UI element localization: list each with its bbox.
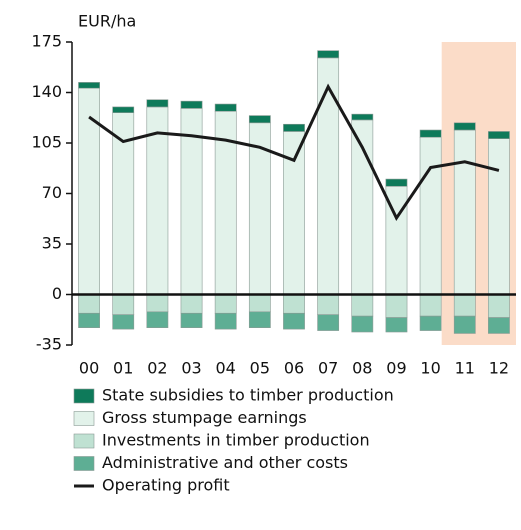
x-tick-label: 02 (147, 359, 167, 378)
x-tick-label: 09 (386, 359, 406, 378)
bar-segment (488, 294, 510, 318)
bar-segment (317, 50, 340, 59)
bar-segment (248, 294, 271, 313)
bar-segment (488, 138, 510, 295)
x-tick-label: 06 (284, 359, 304, 378)
y-tick-label: 70 (42, 183, 62, 202)
bar-segment (351, 113, 374, 121)
y-axis-label: EUR/ha (78, 12, 136, 31)
bar-segment (214, 312, 237, 330)
line-series (88, 83, 500, 222)
legend-label: Administrative and other costs (102, 453, 348, 472)
bar-segment (78, 312, 100, 328)
bar-segment (283, 312, 305, 330)
bar-segment (385, 294, 408, 318)
bar-segment (112, 314, 135, 330)
bar-segment (146, 99, 169, 108)
bar-segment (283, 294, 305, 314)
bar-segment (78, 87, 100, 295)
bar-segment (317, 314, 340, 331)
x-tick-label: 01 (113, 359, 133, 378)
legend-label: Gross stumpage earnings (102, 408, 307, 427)
bar-segment (180, 294, 203, 314)
bar-segment (214, 103, 237, 112)
legend-label: Operating profit (102, 476, 230, 495)
bar-segment (146, 311, 169, 328)
bar-segment (453, 315, 476, 334)
y-tick-label: 140 (31, 82, 62, 101)
x-tick-label: 07 (318, 359, 338, 378)
bar-segment (453, 294, 476, 317)
y-tick-label: 175 (31, 32, 62, 51)
x-tick-label: 05 (250, 359, 270, 378)
bar-segment (419, 294, 442, 317)
legend-swatch (73, 456, 95, 471)
bar-segment (112, 294, 135, 316)
legend-swatch (73, 411, 95, 426)
x-tick-label: 08 (352, 359, 372, 378)
bar-segment (146, 294, 169, 313)
x-tick-label: 03 (181, 359, 201, 378)
y-tick-label: 105 (31, 133, 62, 152)
bar-segment (351, 315, 374, 333)
bar-segment (488, 317, 510, 334)
bar-segment (385, 178, 408, 187)
bar-segment (283, 123, 305, 132)
y-tick-label: 35 (42, 234, 62, 253)
bar-segment (385, 317, 408, 333)
bar-segment (488, 131, 510, 139)
x-tick-label: 12 (489, 359, 509, 378)
bar-segment (180, 312, 203, 328)
legend-swatch (73, 433, 95, 449)
bar-segment (453, 129, 476, 295)
bar-segment (248, 311, 271, 328)
bar-segment (112, 106, 135, 114)
y-tick-label: -35 (36, 335, 62, 354)
bar-segment (180, 100, 203, 109)
x-tick-label: 04 (216, 359, 236, 378)
legend-swatch (73, 388, 95, 404)
x-tick-label: 00 (79, 359, 99, 378)
bar-segment (453, 122, 476, 131)
bar-segment (78, 82, 100, 89)
bar-segment (317, 57, 340, 295)
bar-segment (248, 115, 271, 124)
bar-segment (419, 315, 442, 331)
y-tick-label: 0 (52, 284, 62, 303)
bar-segment (419, 129, 442, 138)
x-tick-label: 10 (420, 359, 440, 378)
bar-segment (419, 136, 442, 295)
bar-segment (78, 294, 100, 314)
x-tick-label: 11 (455, 359, 475, 378)
legend-label: Investments in timber production (102, 431, 370, 450)
legend-label: State subsidies to timber production (102, 386, 394, 405)
bar-segment (214, 294, 237, 314)
bar-segment (317, 294, 340, 316)
bar-segment (351, 294, 374, 317)
